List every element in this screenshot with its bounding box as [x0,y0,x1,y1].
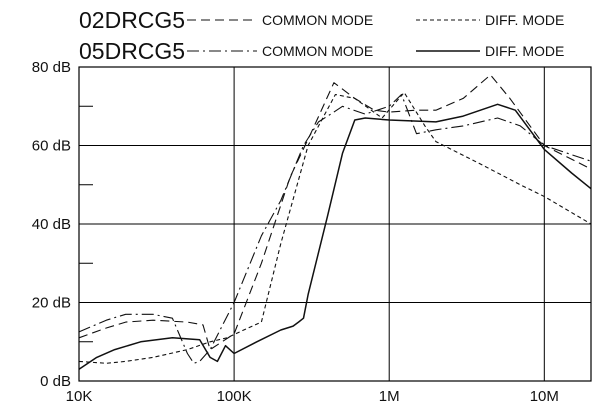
grid [78,66,591,382]
legend: 02DRCG5 COMMON MODE DIFF. MODE 05DRCG5 COMMO… [79,7,564,64]
series-line-3 [78,93,592,364]
legend-label: COMMON MODE [262,12,373,28]
x-tick-label: 1M [379,388,400,405]
y-tick-label: 0 dB [40,373,71,390]
x-tick-label: 10M [530,388,559,405]
legend-title: 05DRCG5 [79,38,185,64]
y-tick-label: 40 dB [32,216,71,233]
legend-label: DIFF. MODE [485,12,564,28]
plot-frame [78,66,592,382]
y-tick-label: 60 dB [32,138,71,155]
legend-title: 02DRCG5 [79,7,185,33]
y-tick-label: 20 dB [32,295,71,312]
series-line-2 [78,91,592,364]
axes: 0 dB 20 dB 40 dB 60 dB 80 dB 10K 100K 1M 10M [32,59,592,405]
series-group [78,74,592,370]
legend-label: COMMON MODE [262,43,373,59]
series-line-4 [78,103,592,370]
x-tick-label: 10K [66,388,93,405]
series-line-1 [78,74,592,351]
legend-label: DIFF. MODE [485,43,564,59]
x-tick-label: 100K [217,388,252,405]
y-tick-label: 80 dB [32,59,71,76]
